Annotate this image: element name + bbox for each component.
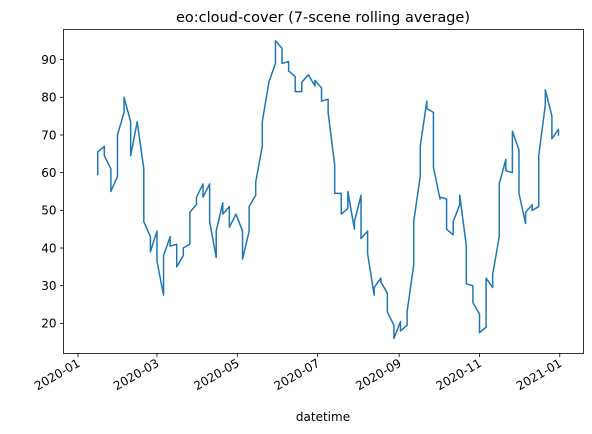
series-layer	[96, 40, 560, 340]
y-tick-label: 70	[41, 128, 56, 142]
x-tick-label: 2020-09	[353, 356, 403, 393]
y-tick-label: 90	[41, 53, 56, 67]
plot-frame	[63, 29, 584, 354]
y-axis: 20 30 40 50 60 70 80 90	[41, 53, 64, 331]
y-tick-label: 60	[41, 166, 56, 180]
y-tick-label: 80	[41, 91, 56, 105]
y-tick-label: 40	[41, 241, 56, 255]
x-axis-label: datetime	[296, 410, 350, 424]
x-tick-label: 2020-03	[111, 356, 161, 393]
x-tick-label: 2020-05	[191, 356, 241, 393]
x-tick-label: 2021-01	[514, 356, 564, 393]
chart-title: eo:cloud-cover (7-scene rolling average)	[176, 10, 470, 26]
y-tick-label: 20	[41, 317, 56, 331]
x-tick-label: 2020-01	[32, 356, 82, 393]
x-axis: 2020-01 2020-03 2020-05 2020-07 2020-09 2020-…	[32, 353, 564, 393]
x-tick-label: 2020-07	[272, 356, 322, 393]
cloud-cover-series-line	[96, 40, 560, 340]
y-tick-label: 30	[41, 279, 56, 293]
x-tick-label: 2020-11	[434, 356, 484, 393]
y-tick-label: 50	[41, 204, 56, 218]
